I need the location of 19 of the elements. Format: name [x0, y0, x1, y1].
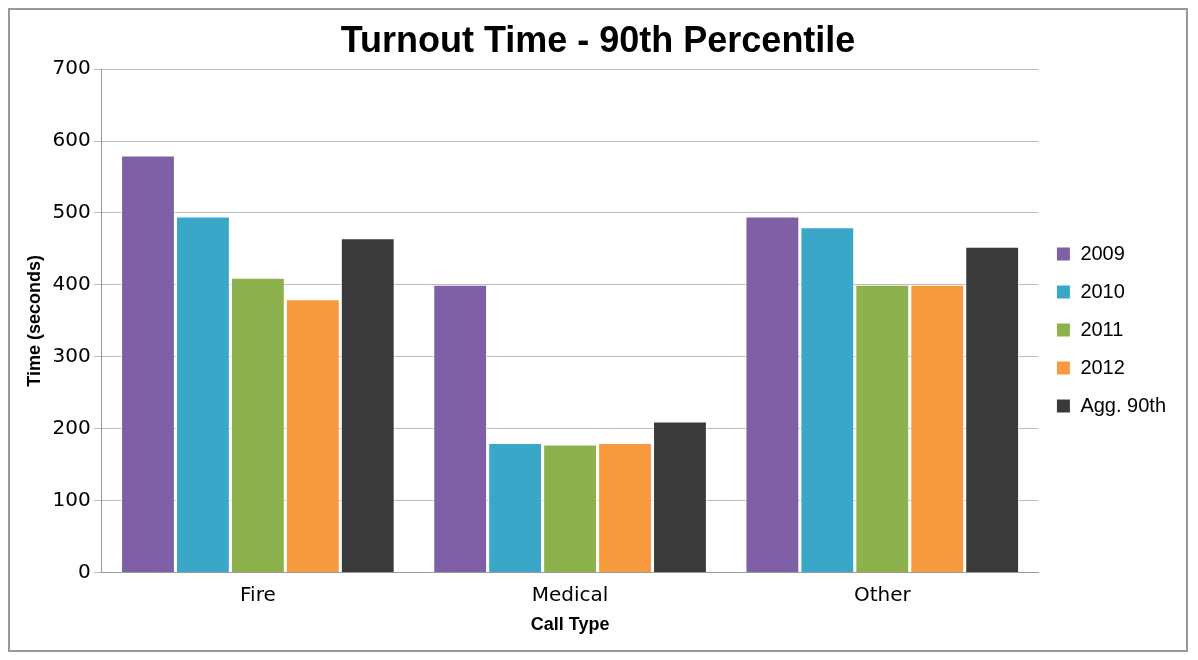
y-tick-label: 500 [52, 199, 91, 224]
x-axis-title: Call Type [530, 614, 610, 635]
y-tick-label: 200 [52, 414, 91, 439]
legend-label: 2011 [1080, 317, 1124, 340]
x-tick-label: Fire [240, 581, 276, 606]
x-tick-label: Other [853, 581, 912, 606]
x-tick-label: Medical [531, 581, 609, 606]
y-tick-label: 300 [52, 342, 91, 367]
y-tick-label: 400 [52, 271, 91, 296]
y-tick-label: 100 [52, 486, 91, 511]
legend-label: 2010 [1080, 279, 1125, 302]
legend-label: 2012 [1080, 355, 1125, 378]
y-axis-title: Time (seconds) [23, 254, 44, 387]
y-tick-label: 600 [52, 127, 91, 152]
y-tick-label: 0 [78, 558, 91, 583]
legend-label: Agg. 90th [1080, 393, 1166, 416]
legend-label: 2009 [1080, 241, 1125, 264]
chart-title: Turnout Time - 90th Percentile [340, 18, 856, 60]
y-tick-label: 700 [52, 55, 91, 80]
